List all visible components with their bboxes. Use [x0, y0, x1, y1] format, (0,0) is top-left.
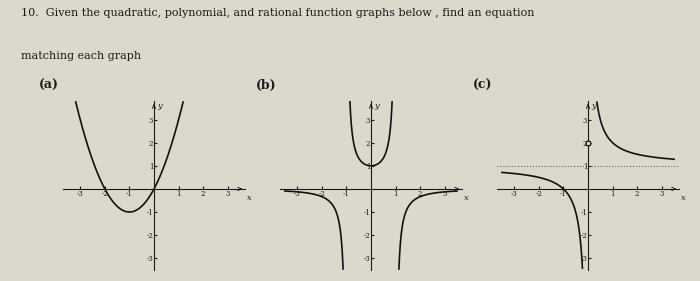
Text: x: x: [682, 194, 686, 202]
Text: x: x: [465, 194, 469, 202]
Text: (b): (b): [256, 79, 276, 92]
Text: y: y: [592, 102, 596, 110]
Text: (c): (c): [473, 79, 492, 92]
Text: matching each graph: matching each graph: [21, 51, 141, 61]
Text: y: y: [374, 102, 379, 110]
Text: y: y: [158, 102, 162, 110]
Text: (a): (a): [38, 79, 59, 92]
Text: x: x: [248, 194, 252, 202]
Text: 10.  Given the quadratic, polynomial, and rational function graphs below , find : 10. Given the quadratic, polynomial, and…: [21, 8, 535, 19]
